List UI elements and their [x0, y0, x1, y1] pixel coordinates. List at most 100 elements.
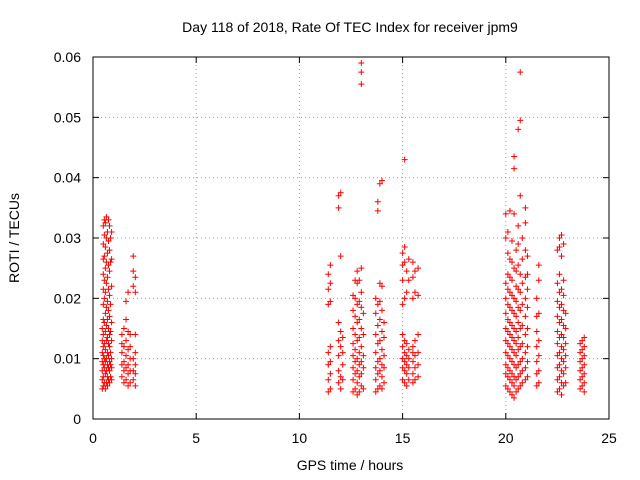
data-point: [358, 69, 365, 76]
data-point: [350, 388, 357, 395]
data-point: [522, 376, 529, 383]
data-point: [102, 244, 109, 251]
data-point: [374, 358, 381, 365]
data-point: [120, 343, 127, 350]
data-point: [409, 259, 416, 266]
data-point: [327, 385, 334, 392]
data-point: [558, 301, 565, 308]
data-point: [506, 274, 513, 281]
data-point: [108, 337, 115, 344]
data-point: [522, 295, 529, 302]
data-point: [522, 204, 529, 211]
data-point: [401, 244, 408, 251]
data-point: [125, 328, 132, 335]
data-point: [517, 192, 524, 199]
data-point: [352, 358, 359, 365]
data-point: [558, 286, 565, 293]
data-point: [560, 334, 567, 341]
data-point: [101, 253, 108, 260]
data-point: [558, 391, 565, 398]
x-tick-label: 20: [498, 430, 514, 446]
data-point: [356, 349, 363, 356]
data-point: [378, 385, 385, 392]
data-point: [403, 382, 410, 389]
data-point: [356, 298, 363, 305]
data-point: [508, 307, 515, 314]
data-point: [556, 385, 563, 392]
data-point: [335, 352, 342, 359]
data-point: [356, 373, 363, 380]
data-point: [556, 289, 563, 296]
data-point: [132, 331, 139, 338]
data-point: [524, 373, 531, 380]
data-point: [354, 379, 361, 386]
data-point: [513, 328, 520, 335]
data-point: [560, 292, 567, 299]
data-point: [101, 231, 108, 238]
data-point: [517, 343, 524, 350]
data-point: [403, 340, 410, 347]
data-point: [123, 337, 130, 344]
data-point: [411, 289, 418, 296]
data-point: [337, 328, 344, 335]
data-point: [411, 376, 418, 383]
data-point: [399, 262, 406, 269]
data-point: [511, 394, 518, 401]
data-point: [504, 286, 511, 293]
data-point: [511, 153, 518, 160]
data-point: [132, 382, 139, 389]
data-point: [562, 325, 569, 332]
data-point: [560, 382, 567, 389]
data-point: [554, 298, 561, 305]
data-point: [535, 262, 542, 269]
data-point: [356, 316, 363, 323]
data-point: [130, 376, 137, 383]
data-point: [354, 367, 361, 374]
data-point: [325, 388, 332, 395]
data-point: [105, 216, 112, 223]
data-point: [335, 204, 342, 211]
data-point: [533, 328, 540, 335]
data-point: [358, 289, 365, 296]
data-point: [100, 271, 107, 278]
data-point: [415, 361, 422, 368]
data-point: [513, 247, 520, 254]
data-point: [372, 388, 379, 395]
data-point: [524, 343, 531, 350]
data-point: [522, 313, 529, 320]
data-point: [508, 370, 515, 377]
data-point: [508, 346, 515, 353]
data-point: [519, 355, 526, 362]
data-point: [560, 370, 567, 377]
data-point: [399, 376, 406, 383]
data-point: [100, 331, 107, 338]
data-point: [106, 268, 113, 275]
data-point: [354, 319, 361, 326]
data-point: [515, 126, 522, 133]
data-point: [502, 337, 509, 344]
data-point: [558, 355, 565, 362]
data-point: [337, 253, 344, 260]
data-point: [376, 337, 383, 344]
data-point: [102, 219, 109, 226]
data-point: [105, 325, 112, 332]
data-point: [130, 283, 137, 290]
data-point: [558, 316, 565, 323]
data-point: [515, 373, 522, 380]
data-point: [502, 361, 509, 368]
data-point: [506, 289, 513, 296]
data-point: [120, 367, 127, 374]
data-point: [560, 241, 567, 248]
data-point: [327, 298, 334, 305]
data-point: [130, 367, 137, 374]
data-point: [556, 319, 563, 326]
data-point: [103, 322, 110, 329]
chart-title: Day 118 of 2018, Rate Of TEC Index for r…: [182, 19, 518, 35]
data-point: [106, 331, 113, 338]
data-point: [335, 379, 342, 386]
data-point: [579, 382, 586, 389]
data-point: [535, 379, 542, 386]
data-point: [560, 307, 567, 314]
data-point: [411, 268, 418, 275]
data-point: [123, 376, 130, 383]
